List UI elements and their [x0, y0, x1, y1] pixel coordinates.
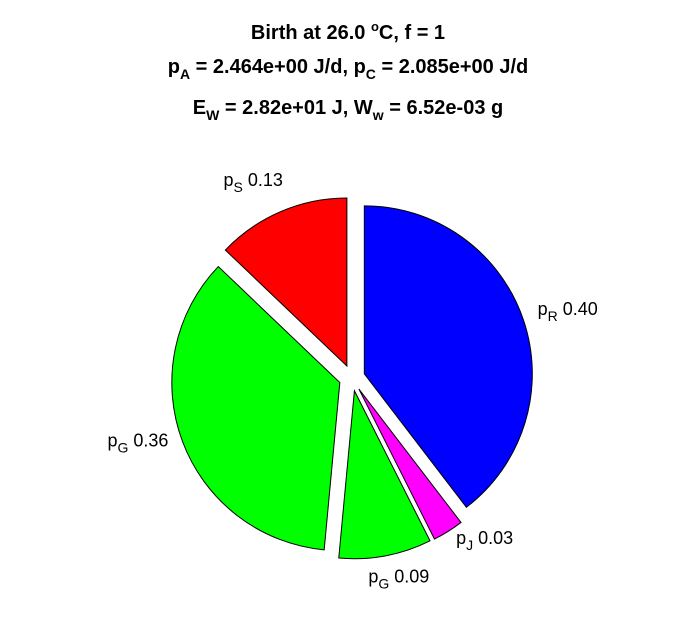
- pc-subscript: C: [365, 66, 376, 82]
- ew-subscript: W: [206, 107, 220, 123]
- ww-subscript: w: [372, 107, 384, 123]
- slice-label-pG-3: pG 0.36: [107, 431, 168, 456]
- title-line-2: pA = 2.464e+00 J/d, pC = 2.085e+00 J/d: [0, 50, 696, 91]
- title-line-1-rest: C, f = 1: [378, 22, 446, 44]
- pc-value: = 2.085e+00 J/d: [375, 56, 529, 78]
- pa-subscript: A: [179, 66, 191, 82]
- slice-label-pR-0: pR 0.40: [538, 299, 598, 324]
- ew-symbol: E: [192, 97, 207, 119]
- title-line-1-text: Birth at 26.0: [250, 22, 371, 44]
- title-line-1: Birth at 26.0 oC, f = 1: [0, 10, 696, 50]
- pie-slice-pJ-1: [358, 388, 462, 540]
- pa-value: = 2.464e+00 J/d,: [190, 56, 354, 78]
- ww-symbol: W: [353, 97, 373, 119]
- pie-slice-pR-0: [363, 205, 533, 508]
- pie-slice-pG-3: [171, 265, 341, 551]
- pie-slice-pS-4: [224, 197, 348, 368]
- slice-label-pS-4: pS 0.13: [223, 170, 282, 195]
- chart-title: Birth at 26.0 oC, f = 1 pA = 2.464e+00 J…: [0, 10, 696, 132]
- pc-symbol: p: [353, 56, 366, 78]
- slice-label-pG-2: pG 0.09: [368, 567, 429, 592]
- slice-label-pJ-1: pJ 0.03: [456, 528, 513, 553]
- degree-symbol: o: [370, 19, 379, 34]
- ww-value: = 6.52e-03 g: [383, 97, 504, 119]
- title-line-3: EW = 2.82e+01 J, Ww = 6.52e-03 g: [0, 91, 696, 132]
- pa-symbol: p: [167, 56, 180, 78]
- ew-value: = 2.82e+01 J,: [219, 97, 354, 119]
- pie-slice-pG-2: [338, 388, 431, 560]
